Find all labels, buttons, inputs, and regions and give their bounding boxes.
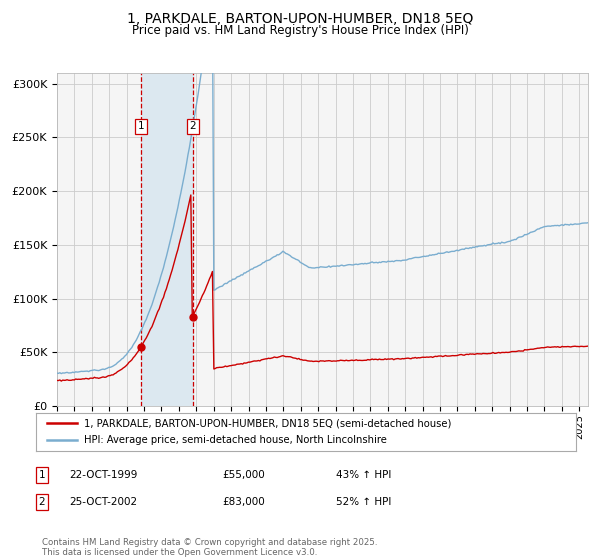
Text: 1, PARKDALE, BARTON-UPON-HUMBER, DN18 5EQ (semi-detached house): 1, PARKDALE, BARTON-UPON-HUMBER, DN18 5E… (83, 418, 451, 428)
Text: £55,000: £55,000 (222, 470, 265, 480)
Text: 2: 2 (190, 121, 196, 131)
Text: 1: 1 (38, 470, 46, 480)
Text: 52% ↑ HPI: 52% ↑ HPI (336, 497, 391, 507)
Text: £83,000: £83,000 (222, 497, 265, 507)
Bar (141, 73, 193, 406)
Text: 25-OCT-2002: 25-OCT-2002 (69, 497, 137, 507)
Text: 1: 1 (137, 121, 144, 131)
Text: 22-OCT-1999: 22-OCT-1999 (69, 470, 137, 480)
Text: Contains HM Land Registry data © Crown copyright and database right 2025.
This d: Contains HM Land Registry data © Crown c… (42, 538, 377, 557)
Text: 2: 2 (38, 497, 46, 507)
Text: 1, PARKDALE, BARTON-UPON-HUMBER, DN18 5EQ: 1, PARKDALE, BARTON-UPON-HUMBER, DN18 5E… (127, 12, 473, 26)
Text: Price paid vs. HM Land Registry's House Price Index (HPI): Price paid vs. HM Land Registry's House … (131, 24, 469, 37)
Text: 43% ↑ HPI: 43% ↑ HPI (336, 470, 391, 480)
Text: HPI: Average price, semi-detached house, North Lincolnshire: HPI: Average price, semi-detached house,… (83, 435, 386, 445)
